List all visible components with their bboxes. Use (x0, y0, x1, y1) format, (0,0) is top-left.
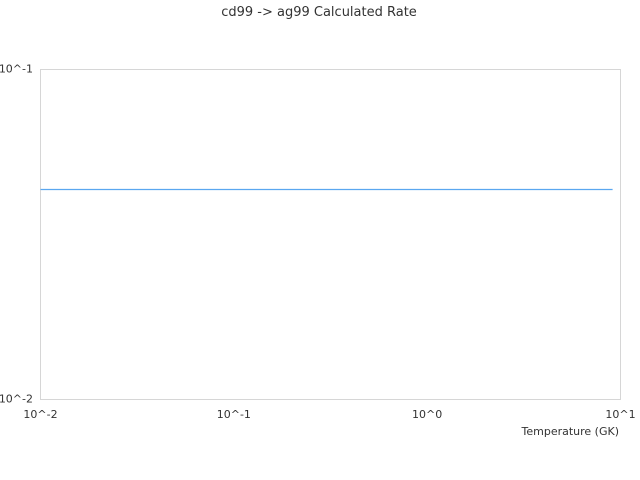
x-tick-label: 10^-2 (23, 408, 57, 421)
y-tick-label: 10^-1 (0, 63, 33, 76)
x-axis-label: Temperature (GK) (521, 425, 620, 438)
plot-area (40, 69, 621, 400)
x-tick-label: 10^-1 (217, 408, 251, 421)
y-tick-label: 10^-2 (0, 393, 33, 406)
chart-title: cd99 -> ag99 Calculated Rate (221, 5, 417, 20)
x-tick-label: 10^1 (605, 408, 635, 421)
x-tick-label: 10^0 (412, 408, 442, 421)
